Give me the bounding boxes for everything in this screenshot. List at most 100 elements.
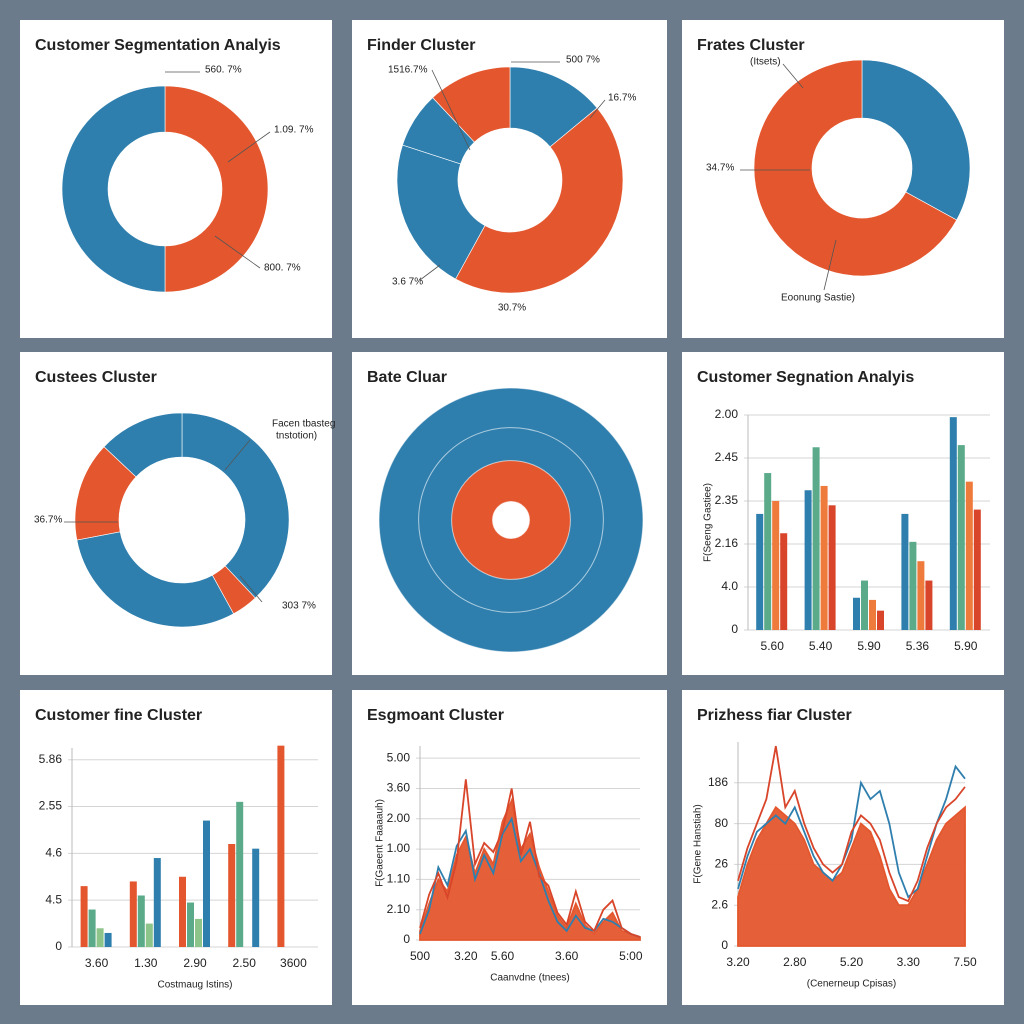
- x-tick-label: 5.40: [809, 639, 833, 653]
- y-tick-label: 2.10: [387, 902, 411, 916]
- chart-title: Finder Cluster: [367, 37, 475, 54]
- bar: [277, 745, 285, 947]
- bar: [187, 902, 194, 947]
- line: [737, 764, 966, 899]
- annotation: Facen tbasteg: [272, 419, 335, 430]
- y-tick-label: 26: [715, 857, 729, 871]
- x-tick-label: 3.20: [454, 949, 478, 963]
- y-tick-label: 0: [731, 622, 738, 636]
- annotation: 1516.7%: [388, 65, 428, 76]
- donut-slice: [432, 66, 511, 143]
- bar: [764, 473, 772, 630]
- bar: [236, 801, 244, 947]
- bar: [104, 932, 112, 947]
- x-tick-label: 5.90: [857, 639, 881, 653]
- bar: [877, 610, 884, 630]
- x-tick-label: 5.36: [906, 639, 930, 653]
- leader-line: [431, 69, 471, 151]
- bar: [957, 445, 965, 630]
- x-tick-label: 5.60: [761, 639, 785, 653]
- y-tick-label: 2.55: [39, 799, 63, 813]
- y-axis-label: F(Gaeent Faaaauh): [375, 799, 386, 887]
- bar: [949, 417, 957, 630]
- area: [737, 805, 966, 947]
- donut-slice: [103, 412, 183, 478]
- annotation: 34.7%: [706, 163, 734, 174]
- y-tick-label: 3.60: [387, 781, 411, 795]
- bar: [195, 918, 202, 947]
- leader-line: [227, 131, 271, 163]
- y-axis-label: F(Seeng Gastiee): [703, 483, 714, 562]
- annotation: 3.6 7%: [392, 277, 423, 288]
- chart-title: Bate Cluar: [367, 369, 447, 386]
- y-tick-label: 0: [721, 938, 728, 952]
- x-tick-label: 500: [410, 949, 430, 963]
- bar: [137, 895, 145, 947]
- y-tick-label: 0: [55, 939, 62, 953]
- x-axis-label: Costmaug Istins): [157, 980, 232, 991]
- donut-slice: [61, 85, 166, 293]
- x-tick-label: 3.60: [85, 956, 109, 970]
- line: [737, 745, 966, 903]
- bar: [203, 820, 210, 947]
- donut-slice: [164, 85, 269, 293]
- bar: [861, 580, 868, 630]
- y-tick-label: 0: [403, 932, 410, 946]
- bar: [756, 513, 764, 630]
- y-tick-label: 2.35: [715, 493, 739, 507]
- x-tick-label: 5.20: [840, 955, 864, 969]
- ring: [492, 501, 530, 539]
- x-tick-label: 2.80: [783, 955, 807, 969]
- annotation: 800. 7%: [264, 263, 301, 274]
- leader-line: [823, 239, 837, 291]
- bar: [917, 561, 925, 630]
- bar: [869, 599, 876, 630]
- y-tick-label: 4.0: [721, 579, 738, 593]
- annotation: 500 7%: [566, 55, 600, 66]
- leader-line: [239, 575, 263, 603]
- x-tick-label: 2.90: [183, 956, 207, 970]
- annotation: 16.7%: [608, 93, 636, 104]
- bar: [828, 505, 836, 630]
- x-tick-label: 5.60: [491, 949, 515, 963]
- donut-slice: [861, 59, 971, 221]
- bar: [772, 501, 780, 630]
- line: [419, 816, 641, 938]
- annotation: 1.09. 7%: [274, 125, 314, 136]
- x-tick-label: 5:00: [619, 949, 643, 963]
- bar: [80, 886, 88, 947]
- chart-title: Customer Segnation Analyis: [697, 369, 914, 386]
- x-tick-label: 3.20: [726, 955, 750, 969]
- x-tick-label: 1.30: [134, 956, 158, 970]
- bar: [820, 485, 828, 630]
- bar: [804, 490, 812, 630]
- chart-title: Prizhess fiar Cluster: [697, 707, 852, 724]
- x-tick-label: 3.60: [555, 949, 579, 963]
- chart-title: Esgmoant Cluster: [367, 707, 504, 724]
- bar: [153, 858, 161, 947]
- donut-slice: [181, 412, 290, 599]
- donut-slice: [455, 107, 624, 294]
- y-tick-label: 1.00: [387, 841, 411, 855]
- annotation: 36.7%: [34, 515, 62, 526]
- y-tick-label: 2.00: [387, 811, 411, 825]
- bar: [145, 923, 153, 947]
- leader-line: [589, 99, 606, 119]
- bar: [965, 481, 973, 630]
- y-tick-label: 2.00: [715, 407, 739, 421]
- chart-title: Custees Cluster: [35, 369, 157, 386]
- annotation: 30.7%: [498, 303, 526, 314]
- annotation: Eoonung Sastie): [781, 293, 855, 304]
- x-tick-label: 2.50: [233, 956, 257, 970]
- leader-line: [419, 264, 441, 281]
- x-axis-label: Caanvdne (tnees): [490, 973, 570, 984]
- bar: [228, 843, 236, 947]
- bar: [129, 881, 137, 947]
- chart-title: Customer fine Cluster: [35, 707, 202, 724]
- annotation: (Itsets): [750, 57, 781, 68]
- annotation: 303 7%: [282, 601, 316, 612]
- y-tick-label: 5.86: [39, 752, 63, 766]
- y-tick-label: 2.6: [711, 897, 728, 911]
- y-tick-label: 4.6: [45, 846, 62, 860]
